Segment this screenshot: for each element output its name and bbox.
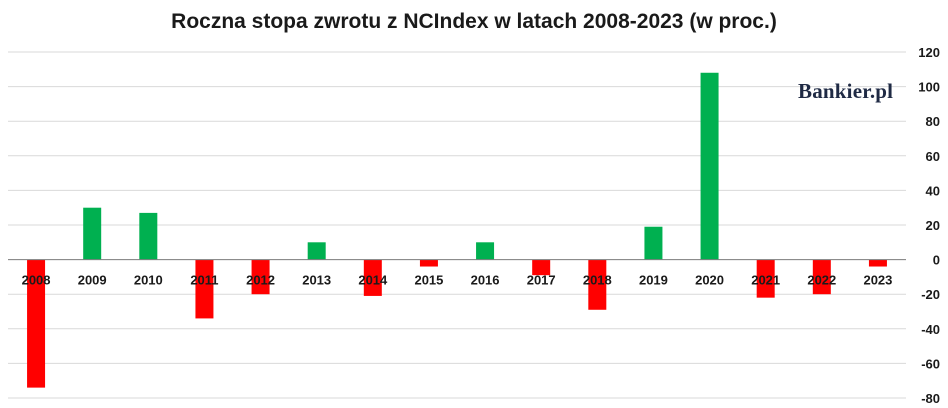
x-tick-label: 2017 (527, 273, 556, 288)
x-tick-label: 2009 (78, 273, 107, 288)
y-tick-label: -60 (921, 356, 940, 371)
x-tick-label: 2013 (302, 273, 331, 288)
x-tick-label: 2022 (807, 273, 836, 288)
x-tick-label: 2014 (358, 273, 388, 288)
chart-title: Roczna stopa zwrotu z NCIndex w latach 2… (171, 10, 777, 33)
bar-2014 (363, 259, 382, 296)
bar-2013 (307, 242, 326, 260)
y-tick-label: -40 (921, 322, 940, 337)
bar-2023 (868, 259, 887, 267)
y-tick-label: -80 (921, 391, 940, 406)
bar-2011 (195, 259, 214, 319)
x-tick-label: 2015 (414, 273, 443, 288)
x-tick-label: 2021 (751, 273, 780, 288)
y-tick-label: -20 (921, 287, 940, 302)
y-tick-label: 120 (918, 45, 940, 60)
bar-2017 (532, 259, 551, 276)
bar-2019 (644, 226, 663, 260)
x-tick-label: 2018 (583, 273, 612, 288)
bar-2018 (588, 259, 607, 310)
bankier-logo: Bankier.pl (798, 79, 894, 103)
bar-2015 (419, 259, 438, 267)
y-tick-label: 80 (926, 114, 940, 129)
y-tick-label: 0 (933, 253, 940, 268)
bar-2022 (812, 259, 831, 295)
bar-2016 (476, 242, 495, 260)
x-tick-label: 2019 (639, 273, 668, 288)
bar-2010 (139, 212, 158, 260)
x-tick-label: 2011 (190, 273, 218, 288)
x-tick-label: 2016 (471, 273, 500, 288)
y-tick-label: 60 (926, 149, 940, 164)
bar-2008 (27, 259, 46, 388)
bar-2020 (700, 72, 719, 260)
y-tick-label: 100 (918, 80, 940, 95)
x-tick-label: 2023 (863, 273, 892, 288)
x-tick-label: 2020 (695, 273, 724, 288)
bar-2012 (251, 259, 270, 295)
x-tick-label: 2012 (246, 273, 275, 288)
y-tick-label: 20 (926, 218, 940, 233)
x-tick-label: 2010 (134, 273, 163, 288)
x-tick-label: 2008 (22, 273, 51, 288)
bar-2021 (756, 259, 775, 298)
bar-2009 (83, 207, 102, 260)
y-tick-label: 40 (926, 183, 940, 198)
